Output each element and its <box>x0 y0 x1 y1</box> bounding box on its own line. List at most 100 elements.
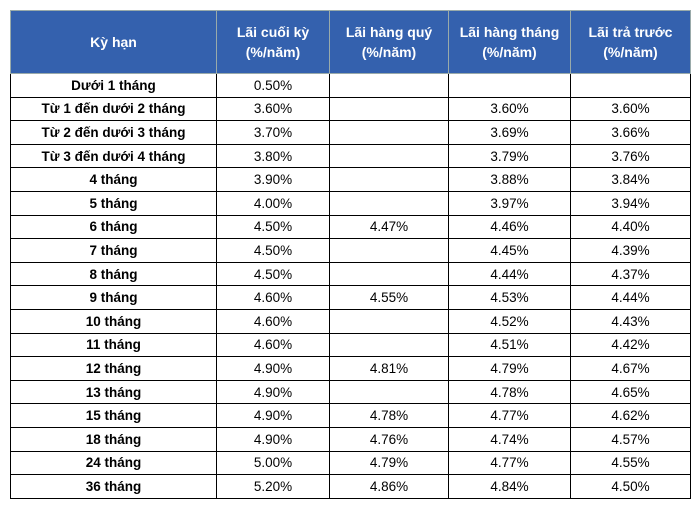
rate-cell: 3.60% <box>216 96 330 122</box>
rate-cell: 4.90% <box>216 379 330 405</box>
table-row: 18 tháng 4.90% 4.76% 4.74% 4.57% <box>10 426 691 452</box>
rate-cell: 4.81% <box>329 356 449 381</box>
rate-cell: 4.37% <box>570 261 691 287</box>
term-cell: Dưới 1 tháng <box>10 73 217 98</box>
rate-cell: 4.52% <box>448 308 571 334</box>
term-cell: 12 tháng <box>10 356 217 381</box>
rate-table: Kỳ hạn Lãi cuối kỳ (%/năm) Lãi hàng quý (%/n… <box>10 10 691 499</box>
rate-cell: 4.45% <box>448 238 571 263</box>
header-text: Lãi cuối kỳ <box>236 24 310 40</box>
rate-cell <box>329 238 449 263</box>
header-text: Kỳ hạn <box>90 34 137 50</box>
rate-cell: 4.84% <box>448 474 571 499</box>
rate-cell: 4.50% <box>216 238 330 263</box>
rate-cell: 4.40% <box>570 214 691 240</box>
rate-cell: 4.51% <box>448 332 571 358</box>
rate-cell: 4.90% <box>216 356 330 381</box>
rate-cell <box>329 73 449 98</box>
rate-cell <box>329 379 449 405</box>
rate-cell: 4.86% <box>329 474 449 499</box>
rate-cell: 3.90% <box>216 167 330 192</box>
rate-cell <box>570 73 691 98</box>
rate-cell: 0.50% <box>216 73 330 98</box>
table-body: Dưới 1 tháng 0.50% Từ 1 đến dưới 2 tháng 3.… <box>10 73 691 499</box>
rate-cell: 4.77% <box>448 403 571 428</box>
rate-cell: 3.60% <box>448 96 571 122</box>
term-cell: Từ 1 đến dưới 2 tháng <box>10 96 217 122</box>
rate-cell: 4.46% <box>448 214 571 240</box>
rate-cell: 4.62% <box>570 403 691 428</box>
rate-cell: 4.79% <box>448 356 571 381</box>
rate-cell: 4.44% <box>570 285 691 310</box>
rate-cell: 3.69% <box>448 120 571 145</box>
table-row: Từ 1 đến dưới 2 tháng 3.60% 3.60% 3.60% <box>10 96 691 122</box>
rate-cell: 4.42% <box>570 332 691 358</box>
header-text: (%/năm) <box>603 44 658 60</box>
table-row: 15 tháng 4.90% 4.78% 4.77% 4.62% <box>10 403 691 428</box>
header-row: Kỳ hạn Lãi cuối kỳ (%/năm) Lãi hàng quý (%/n… <box>10 10 691 74</box>
header-cell: Lãi hàng quý (%/năm) <box>329 10 449 74</box>
rate-cell: 3.79% <box>448 143 571 169</box>
rate-cell: 4.43% <box>570 308 691 334</box>
header-text: (%/năm) <box>361 44 417 60</box>
rate-cell <box>329 143 449 169</box>
header-text: Lãi hàng tháng <box>459 24 560 40</box>
term-cell: 15 tháng <box>10 403 217 428</box>
rate-cell: 5.00% <box>216 450 330 476</box>
rate-cell: 4.55% <box>329 285 449 310</box>
table-row: 10 tháng 4.60% 4.52% 4.43% <box>10 308 691 334</box>
rate-cell: 4.60% <box>216 285 330 310</box>
rate-cell <box>329 120 449 145</box>
header-text: (%/năm) <box>482 44 537 60</box>
term-cell: Từ 3 đến dưới 4 tháng <box>10 143 217 169</box>
rate-cell: 3.66% <box>570 120 691 145</box>
rate-cell: 4.53% <box>448 285 571 310</box>
rate-cell: 3.94% <box>570 190 691 216</box>
header-cell: Lãi cuối kỳ (%/năm) <box>216 10 330 74</box>
table-row: 12 tháng 4.90% 4.81% 4.79% 4.67% <box>10 356 691 381</box>
header-text: Lãi hàng quý <box>345 24 433 40</box>
table-row: 13 tháng 4.90% 4.78% 4.65% <box>10 379 691 405</box>
rate-cell: 3.60% <box>570 96 691 122</box>
rate-cell: 4.74% <box>448 426 571 452</box>
rate-cell: 4.77% <box>448 450 571 476</box>
rate-cell <box>329 261 449 287</box>
rate-cell: 4.90% <box>216 426 330 452</box>
table-row: Từ 2 đến dưới 3 tháng 3.70% 3.69% 3.66% <box>10 120 691 145</box>
term-cell: 11 tháng <box>10 332 217 358</box>
rate-cell: 4.79% <box>329 450 449 476</box>
table-row: Từ 3 đến dưới 4 tháng 3.80% 3.79% 3.76% <box>10 143 691 169</box>
term-cell: 10 tháng <box>10 308 217 334</box>
table-row: Dưới 1 tháng 0.50% <box>10 73 691 98</box>
header-text: (%/năm) <box>245 44 301 60</box>
table-row: 11 tháng 4.60% 4.51% 4.42% <box>10 332 691 358</box>
rate-cell: 4.39% <box>570 238 691 263</box>
rate-cell <box>329 332 449 358</box>
rate-cell: 3.70% <box>216 120 330 145</box>
term-cell: 9 tháng <box>10 285 217 310</box>
rate-cell: 3.80% <box>216 143 330 169</box>
rate-cell: 4.60% <box>216 332 330 358</box>
rate-cell: 4.50% <box>216 261 330 287</box>
rate-cell: 3.97% <box>448 190 571 216</box>
table-row: 8 tháng 4.50% 4.44% 4.37% <box>10 261 691 287</box>
header-text: Lãi trả trước <box>588 24 673 40</box>
table-row: 7 tháng 4.50% 4.45% 4.39% <box>10 238 691 263</box>
term-cell: 24 tháng <box>10 450 217 476</box>
rate-cell: 4.00% <box>216 190 330 216</box>
term-cell: 5 tháng <box>10 190 217 216</box>
rate-cell <box>329 167 449 192</box>
term-cell: 8 tháng <box>10 261 217 287</box>
rate-cell <box>329 96 449 122</box>
header-cell: Kỳ hạn <box>10 10 217 74</box>
term-cell: 4 tháng <box>10 167 217 192</box>
rate-cell: 4.78% <box>448 379 571 405</box>
rate-cell: 4.55% <box>570 450 691 476</box>
rate-cell: 4.67% <box>570 356 691 381</box>
term-cell: Từ 2 đến dưới 3 tháng <box>10 120 217 145</box>
rate-cell: 3.84% <box>570 167 691 192</box>
rate-cell: 3.88% <box>448 167 571 192</box>
rate-cell: 4.44% <box>448 261 571 287</box>
rate-cell: 4.76% <box>329 426 449 452</box>
rate-cell: 4.57% <box>570 426 691 452</box>
